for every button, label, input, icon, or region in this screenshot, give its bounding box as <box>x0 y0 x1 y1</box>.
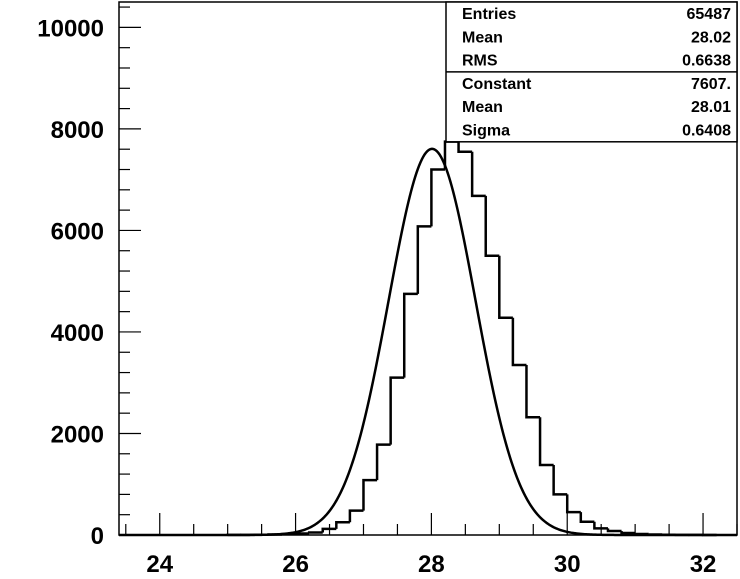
stats-box: Entries 65487 Mean 28.02 RMS 0.6638 Constant 76… <box>445 1 738 143</box>
histogram-bin <box>457 141 473 153</box>
stats-value: 0.6408 <box>682 123 731 140</box>
histogram-bin <box>348 509 364 523</box>
histogram-bin <box>443 140 459 170</box>
stats-label: Mean <box>462 99 503 116</box>
histogram-bin <box>321 527 337 533</box>
x-tick-label: 24 <box>146 551 173 578</box>
stats-value: 0.6638 <box>682 53 731 70</box>
histogram-bin <box>402 292 418 378</box>
x-tick-label: 30 <box>554 551 581 578</box>
y-tick-label: 2000 <box>51 421 104 448</box>
x-tick-label: 32 <box>690 551 717 578</box>
plot-frame <box>118 1 738 536</box>
x-tick-label: 28 <box>418 551 445 578</box>
y-tick-label: 10000 <box>37 15 104 42</box>
x-axis: 24 26 28 30 32 <box>125 513 738 578</box>
y-tick-label: 0 <box>91 523 104 550</box>
fit-curve <box>119 147 737 537</box>
y-tick-label: 4000 <box>51 320 104 347</box>
histogram-bin <box>470 151 486 198</box>
histogram-steps <box>226 140 718 537</box>
y-tick-label: 6000 <box>51 218 104 245</box>
histogram-bin <box>525 364 541 419</box>
histogram-bin <box>511 317 527 367</box>
histogram-bin <box>620 530 636 535</box>
histogram-bin <box>294 532 310 535</box>
stats-value: 28.01 <box>691 99 731 116</box>
stats-value: 28.02 <box>691 29 731 46</box>
histogram-bin <box>389 376 405 445</box>
stats-label: RMS <box>462 53 498 70</box>
histogram-bin <box>430 168 445 227</box>
histogram-bin <box>335 521 350 529</box>
x-tick-label: 26 <box>282 551 309 578</box>
stats-label: Entries <box>462 6 516 23</box>
stats-value: 7607. <box>691 76 731 93</box>
stats-value: 65487 <box>687 6 732 23</box>
histogram-bin <box>552 464 568 496</box>
histogram-bin <box>606 528 622 533</box>
histogram-bin <box>484 195 500 258</box>
y-tick-label: 8000 <box>51 117 104 144</box>
stats-label: Mean <box>462 29 503 46</box>
histogram-bin <box>579 512 595 524</box>
histogram-bin <box>498 255 513 319</box>
y-axis: 0 2000 4000 6000 8000 10000 <box>37 6 141 550</box>
histogram-bin <box>307 531 323 534</box>
histogram-bin <box>416 225 432 294</box>
histogram-bin <box>538 417 554 467</box>
histogram-bin <box>565 494 581 514</box>
histogram-bin <box>375 443 391 481</box>
stats-label: Sigma <box>462 123 510 140</box>
histogram-bin <box>362 478 378 511</box>
histogram-bin <box>593 521 608 530</box>
gaussian-fit <box>119 147 737 537</box>
stats-label: Constant <box>462 76 532 93</box>
